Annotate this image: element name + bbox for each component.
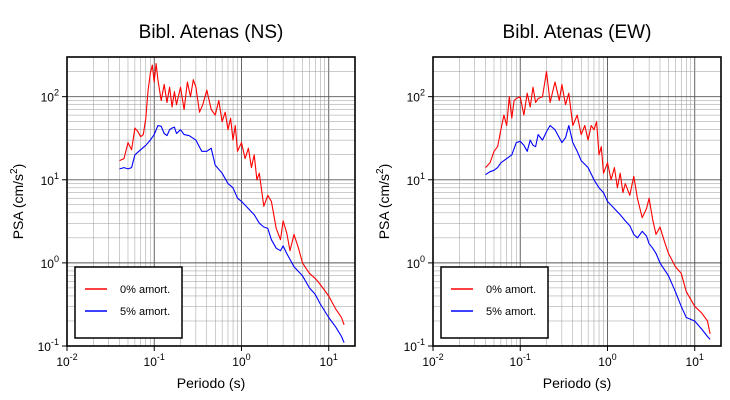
x-axis-label: Periodo (s) xyxy=(543,375,611,391)
x-tick-label: 10-2 xyxy=(422,352,443,369)
y-tick-label: 102 xyxy=(41,88,59,105)
y-tick-label: 102 xyxy=(407,88,425,105)
series-line-damped xyxy=(119,124,345,343)
series-line-damped xyxy=(485,124,711,340)
y-tick-label: 101 xyxy=(407,171,425,188)
plot-frame xyxy=(66,56,356,347)
legend-box xyxy=(74,266,183,339)
x-tick-label: 100 xyxy=(598,352,616,369)
legend: 0% amort. 5% amort. xyxy=(74,266,183,339)
x-tick-label: 101 xyxy=(686,352,704,369)
chart-title: Bibl. Atenas (NS) xyxy=(139,22,284,43)
grid xyxy=(66,56,356,347)
y-tick-label: 100 xyxy=(41,254,59,271)
y-tick-label: 100 xyxy=(407,254,425,271)
x-tick-label: 10-1 xyxy=(510,352,531,369)
series-line-undamped xyxy=(485,71,711,335)
y-tick-label: 10-1 xyxy=(38,337,59,354)
grid xyxy=(432,56,722,347)
legend-label: 0% amort. xyxy=(486,284,536,296)
x-tick-label: 100 xyxy=(232,352,250,369)
plot-frame xyxy=(432,56,722,347)
y-axis-label: PSA (cm/s2) xyxy=(9,164,26,240)
legend-label: 0% amort. xyxy=(120,284,170,296)
x-tick-label: 10-2 xyxy=(56,352,77,369)
x-tick-label: 10-1 xyxy=(144,352,165,369)
x-tick-label: 101 xyxy=(320,352,338,369)
legend: 0% amort. 5% amort. xyxy=(440,266,549,339)
series-line-undamped xyxy=(119,63,345,325)
legend-box xyxy=(440,266,549,339)
y-axis-label: PSA (cm/s2) xyxy=(375,164,392,240)
y-tick-label: 10-1 xyxy=(404,337,425,354)
legend-label: 5% amort. xyxy=(486,306,536,318)
y-tick-label: 101 xyxy=(41,171,59,188)
x-axis-label: Periodo (s) xyxy=(177,375,245,391)
chart-title: Bibl. Atenas (EW) xyxy=(503,22,652,43)
legend-label: 5% amort. xyxy=(120,306,170,318)
